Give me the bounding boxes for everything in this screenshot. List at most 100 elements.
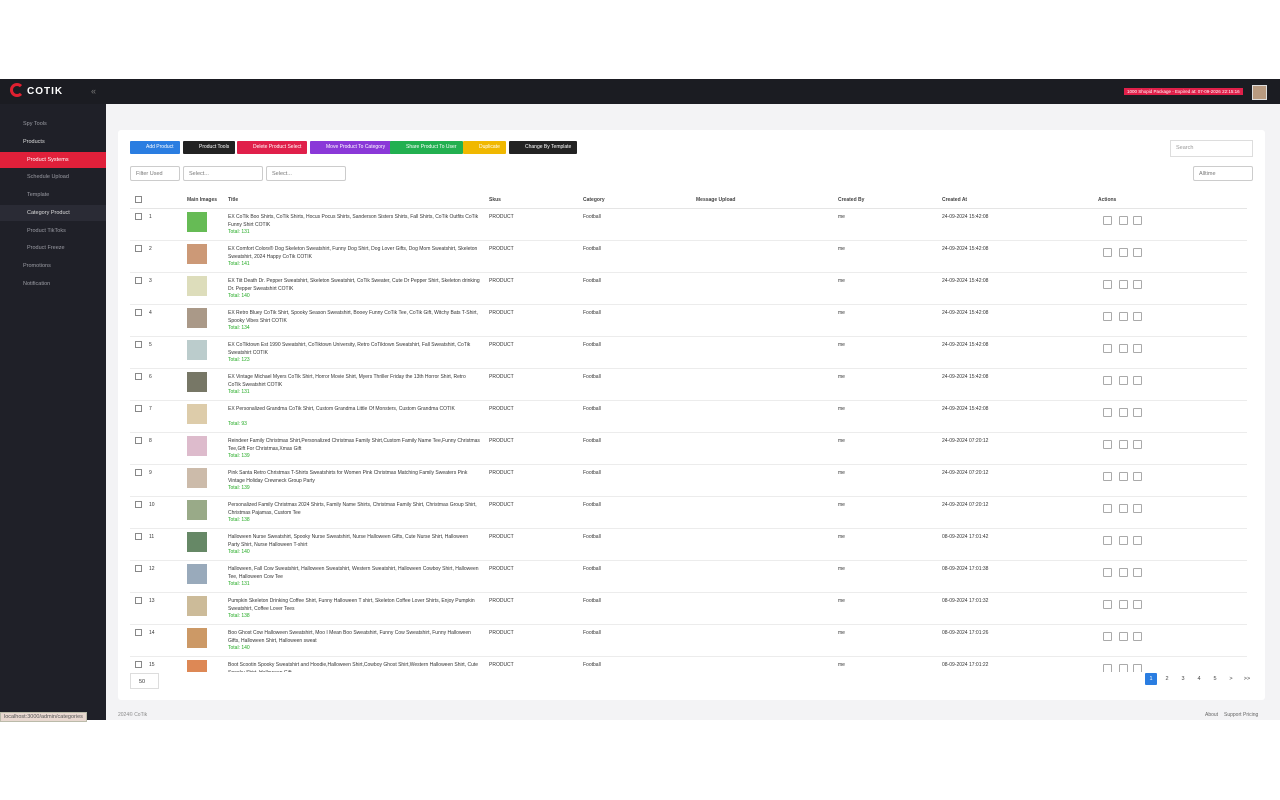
action-icon[interactable] xyxy=(1103,376,1112,385)
action-icon[interactable] xyxy=(1133,600,1142,609)
checkbox[interactable] xyxy=(135,501,142,508)
action-icon[interactable] xyxy=(1133,472,1142,481)
page-link[interactable]: 1 xyxy=(1145,673,1157,685)
sidebar-item[interactable]: Product TikToks xyxy=(27,228,66,234)
toolbar-button[interactable]: Add Product xyxy=(130,141,180,154)
action-icon[interactable] xyxy=(1133,344,1142,353)
page-link[interactable]: 2 xyxy=(1165,676,1169,682)
action-icon[interactable] xyxy=(1103,408,1112,417)
action-icon[interactable] xyxy=(1119,472,1128,481)
action-icon[interactable] xyxy=(1133,664,1142,672)
product-image xyxy=(187,628,207,648)
toolbar-button[interactable]: Move Product To Category xyxy=(310,141,392,154)
action-icon[interactable] xyxy=(1133,408,1142,417)
page-link[interactable]: 3 xyxy=(1181,676,1185,682)
filter-used[interactable]: Filter Used xyxy=(130,166,180,181)
action-icon[interactable] xyxy=(1119,408,1128,417)
checkbox[interactable] xyxy=(135,245,142,252)
checkbox[interactable] xyxy=(135,469,142,476)
action-icon[interactable] xyxy=(1119,376,1128,385)
checkbox[interactable] xyxy=(135,437,142,444)
footer-link[interactable]: Pricing xyxy=(1243,712,1259,718)
sidebar-item[interactable]: Products xyxy=(23,139,45,145)
sidebar-item[interactable]: Product Freeze xyxy=(27,245,65,251)
select[interactable]: Select... xyxy=(266,166,346,181)
action-icon[interactable] xyxy=(1103,600,1112,609)
action-icon[interactable] xyxy=(1103,664,1112,672)
action-icon[interactable] xyxy=(1103,344,1112,353)
page-link[interactable]: 4 xyxy=(1197,676,1201,682)
action-icon[interactable] xyxy=(1103,568,1112,577)
action-icon[interactable] xyxy=(1103,440,1112,449)
page-size[interactable]: 50 xyxy=(130,673,159,689)
action-icon[interactable] xyxy=(1133,248,1142,257)
action-icon[interactable] xyxy=(1103,280,1112,289)
action-icon[interactable] xyxy=(1133,568,1142,577)
toolbar-button[interactable]: Duplicate xyxy=(463,141,506,154)
avatar[interactable] xyxy=(1252,85,1267,100)
sidebar-item[interactable]: Spy Tools xyxy=(23,121,47,127)
action-icon[interactable] xyxy=(1133,536,1142,545)
toolbar-button[interactable]: Delete Product Select xyxy=(237,141,308,154)
checkbox[interactable] xyxy=(135,196,142,203)
checkbox[interactable] xyxy=(135,405,142,412)
action-icon[interactable] xyxy=(1119,536,1128,545)
select[interactable]: Select... xyxy=(183,166,263,181)
checkbox[interactable] xyxy=(135,533,142,540)
sidebar-item[interactable]: Product Systems xyxy=(0,152,106,168)
action-icon[interactable] xyxy=(1119,344,1128,353)
checkbox[interactable] xyxy=(135,341,142,348)
action-icon[interactable] xyxy=(1119,216,1128,225)
page-link[interactable]: > xyxy=(1229,676,1233,682)
checkbox[interactable] xyxy=(135,309,142,316)
toolbar-button[interactable]: Product Tools xyxy=(183,141,236,154)
action-icon[interactable] xyxy=(1133,632,1142,641)
sidebar-item[interactable]: Schedule Upload xyxy=(27,174,69,180)
action-icon[interactable] xyxy=(1103,632,1112,641)
action-icon[interactable] xyxy=(1133,216,1142,225)
action-icon[interactable] xyxy=(1133,312,1142,321)
footer-link[interactable]: About xyxy=(1205,712,1219,718)
table-row: 2 EX Comfort Colors® Dog Skeleton Sweatsh… xyxy=(130,240,1247,273)
action-icon[interactable] xyxy=(1133,280,1142,289)
action-icon[interactable] xyxy=(1103,472,1112,481)
page-link[interactable]: >> xyxy=(1243,676,1251,682)
page-link[interactable]: 5 xyxy=(1213,676,1217,682)
action-icon[interactable] xyxy=(1103,248,1112,257)
toolbar-button[interactable]: Share Product To User xyxy=(390,141,463,154)
checkbox[interactable] xyxy=(135,565,142,572)
checkbox[interactable] xyxy=(135,373,142,380)
time-range[interactable]: Alltime xyxy=(1193,166,1253,181)
action-icon[interactable] xyxy=(1133,504,1142,513)
action-icon[interactable] xyxy=(1119,600,1128,609)
action-icon[interactable] xyxy=(1133,440,1142,449)
checkbox[interactable] xyxy=(135,661,142,668)
action-icon[interactable] xyxy=(1103,216,1112,225)
action-icon[interactable] xyxy=(1119,568,1128,577)
table-row: 14 Boo Ghost Cow Halloween Sweatshirt, Mo… xyxy=(130,624,1247,657)
action-icon[interactable] xyxy=(1119,632,1128,641)
sidebar-item[interactable]: Promotions xyxy=(23,263,51,269)
action-icon[interactable] xyxy=(1103,504,1112,513)
action-icon[interactable] xyxy=(1119,312,1128,321)
sidebar-item[interactable]: Category Product xyxy=(0,205,106,221)
action-icon[interactable] xyxy=(1119,440,1128,449)
action-icon[interactable] xyxy=(1119,248,1128,257)
toolbar-button[interactable]: Change By Template xyxy=(509,141,578,154)
action-icon[interactable] xyxy=(1119,664,1128,672)
created-by: me xyxy=(838,214,845,220)
action-icon[interactable] xyxy=(1103,536,1112,545)
checkbox[interactable] xyxy=(135,597,142,604)
collapse[interactable]: « xyxy=(91,86,97,96)
action-icon[interactable] xyxy=(1133,376,1142,385)
sidebar-item[interactable]: Template xyxy=(27,192,50,198)
checkbox[interactable] xyxy=(135,213,142,220)
footer-link[interactable]: Support xyxy=(1224,712,1242,718)
action-icon[interactable] xyxy=(1103,312,1112,321)
action-icon[interactable] xyxy=(1119,280,1128,289)
search-input[interactable]: Search xyxy=(1170,140,1253,157)
checkbox[interactable] xyxy=(135,629,142,636)
action-icon[interactable] xyxy=(1119,504,1128,513)
checkbox[interactable] xyxy=(135,277,142,284)
sidebar-item[interactable]: Notification xyxy=(23,281,51,287)
